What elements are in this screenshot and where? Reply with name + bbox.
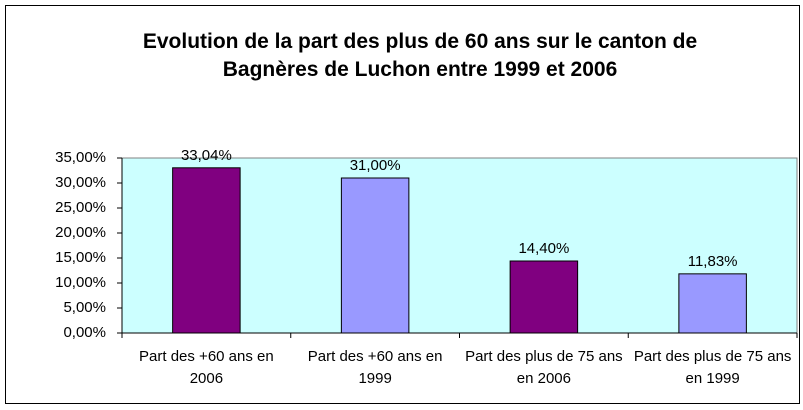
bar	[678, 273, 747, 334]
y-tick-label: 30,00%	[55, 174, 106, 191]
bar	[509, 260, 579, 334]
value-label: 11,83%	[688, 253, 738, 270]
y-tick-label: 15,00%	[55, 249, 106, 266]
x-tick-label: Part des plus de 75 ans en 1999	[633, 348, 792, 387]
value-label: 33,04%	[181, 147, 232, 164]
y-tick-label: 20,00%	[55, 224, 106, 241]
chart-title: Evolution de la part des plus de 60 ans …	[142, 30, 698, 81]
x-tick-label: Part des plus de 75 ans en 2006	[465, 348, 623, 387]
y-tick-label: 35,00%	[55, 149, 106, 166]
y-tick-label: 25,00%	[55, 199, 106, 216]
x-tick-label: Part des +60 ans en 1999	[307, 348, 443, 387]
y-tick-label: 0,00%	[63, 324, 106, 341]
x-tick-label: Part des +60 ans en 2006	[139, 348, 274, 387]
chart-frame	[5, 5, 800, 404]
y-tick-label: 10,00%	[55, 274, 106, 291]
value-label: 31,00%	[350, 157, 401, 174]
bar	[172, 167, 241, 334]
value-label: 14,40%	[518, 240, 569, 257]
bar	[340, 177, 410, 334]
y-tick-label: 5,00%	[63, 299, 106, 316]
